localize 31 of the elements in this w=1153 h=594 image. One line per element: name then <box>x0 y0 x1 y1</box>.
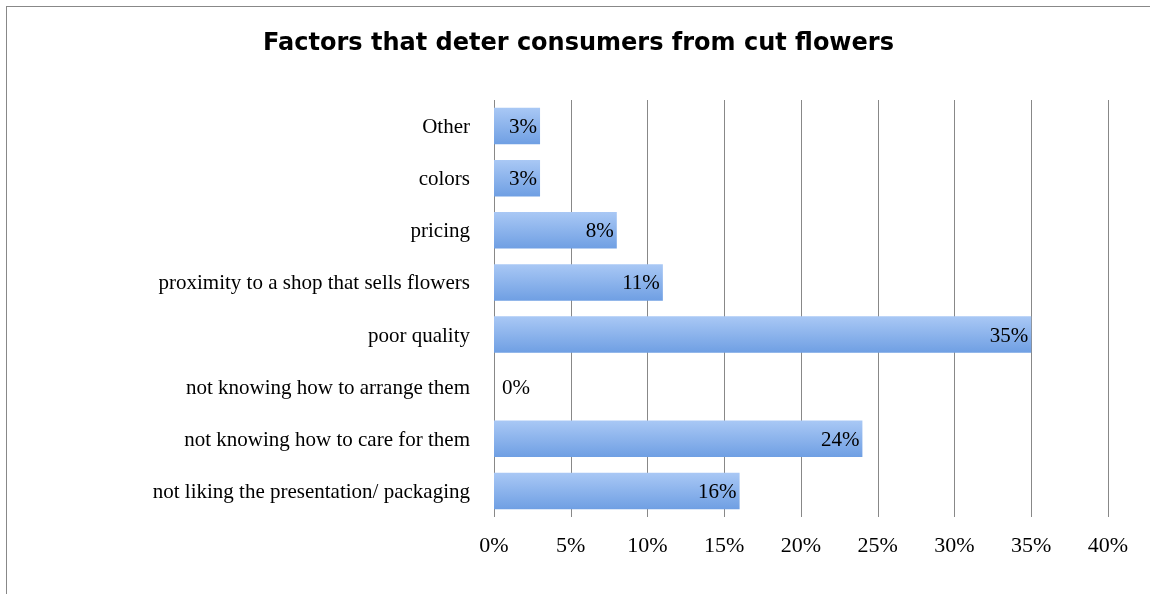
data-label: 16% <box>698 478 737 503</box>
y-tick-label: poor quality <box>367 322 471 347</box>
bar <box>494 316 1032 353</box>
x-tick-label: 20% <box>780 531 822 557</box>
bar <box>494 264 663 301</box>
y-tick-label: not knowing how to arrange them <box>185 374 470 399</box>
data-label: 0% <box>502 374 530 399</box>
x-tick-label: 0% <box>479 531 509 557</box>
x-tick-label: 25% <box>857 531 898 557</box>
data-label: 3% <box>509 166 538 191</box>
data-label: 3% <box>509 114 538 139</box>
bar <box>494 472 740 510</box>
y-tick-label: not knowing how to care for them <box>184 426 470 451</box>
y-tick-label: Other <box>422 114 470 139</box>
x-tick-label: 15% <box>704 531 745 557</box>
data-label: 35% <box>989 322 1029 347</box>
x-tick-label: 40% <box>1087 531 1129 557</box>
bar <box>494 420 863 458</box>
y-tick-label: colors <box>418 166 470 191</box>
bar <box>494 212 617 249</box>
y-tick-label: proximity to a shop that sells flowers <box>158 270 470 295</box>
data-label: 11% <box>622 270 660 295</box>
x-tick-label: 10% <box>627 531 668 557</box>
y-tick-label: pricing <box>410 218 471 243</box>
data-label: 8% <box>585 218 614 243</box>
data-label: 24% <box>820 426 860 451</box>
x-tick-label: 5% <box>556 531 586 557</box>
y-tick-label: not liking the presentation/ packaging <box>152 478 471 503</box>
x-tick-label: 35% <box>1011 531 1052 557</box>
x-tick-label: 30% <box>934 531 975 557</box>
chart-title: Factors that deter consumers from cut flowers <box>263 28 894 56</box>
